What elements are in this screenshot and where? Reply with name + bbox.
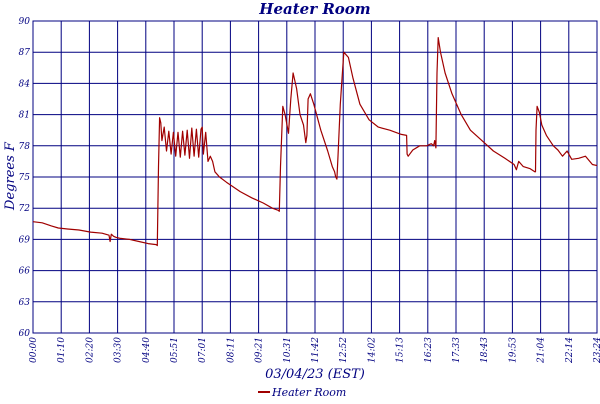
x-tick-label: 11:42: [311, 337, 321, 363]
legend-label-heater-room: Heater Room: [271, 386, 346, 399]
y-tick-label: 78: [19, 142, 31, 152]
x-tick-label: 01:10: [57, 337, 67, 363]
y-tick-label: 66: [19, 267, 31, 277]
x-tick-label: 07:01: [198, 337, 208, 363]
x-tick-label: 08:11: [226, 337, 236, 363]
x-tick-label: 05:51: [170, 337, 180, 363]
plot-frame: [32, 20, 598, 334]
y-tick-label: 87: [19, 48, 31, 58]
x-tick-label: 00:00: [29, 337, 39, 363]
y-tick-label: 60: [19, 329, 31, 339]
x-tick-label: 16:23: [424, 337, 434, 363]
y-axis-label: Degrees F: [3, 141, 18, 211]
grid-lines: [32, 20, 598, 334]
y-tick-label: 72: [19, 204, 31, 214]
x-tick-label: 04:40: [142, 337, 152, 363]
x-axis-ticks: 00:00 01:10 02:20 03:30 04:40 05:51 07:01 08:11…: [29, 337, 600, 364]
x-tick-label: 09:21: [255, 337, 265, 363]
y-tick-label: 90: [19, 17, 31, 27]
y-tick-label: 69: [19, 235, 31, 245]
x-tick-label: 02:20: [85, 337, 95, 363]
x-tick-label: 18:43: [480, 337, 490, 363]
x-tick-label: 22:14: [565, 337, 575, 364]
x-tick-label: 03:30: [114, 337, 124, 363]
x-tick-label: 21:04: [537, 337, 547, 364]
x-tick-label: 19:53: [508, 337, 518, 363]
y-tick-label: 75: [19, 173, 31, 183]
y-tick-label: 63: [19, 298, 31, 308]
series-line-heater-room: [32, 36, 598, 247]
x-axis-label: 03/04/23 (EST): [265, 367, 365, 382]
x-tick-label: 15:13: [396, 337, 406, 363]
legend: Heater Room: [258, 386, 346, 399]
y-tick-label: 84: [19, 79, 31, 89]
y-tick-label: 81: [19, 111, 30, 121]
x-tick-label: 10:31: [283, 337, 293, 363]
chart-title: Heater Room: [258, 0, 370, 18]
x-tick-label: 12:52: [339, 337, 349, 363]
x-tick-label: 17:33: [452, 337, 462, 363]
y-axis-ticks: 60 63 66 69 72 75 78 81 84 87 90: [19, 17, 31, 339]
x-tick-label: 14:02: [367, 337, 377, 363]
series-layer: [32, 36, 598, 247]
x-tick-label: 23:24: [593, 337, 600, 364]
